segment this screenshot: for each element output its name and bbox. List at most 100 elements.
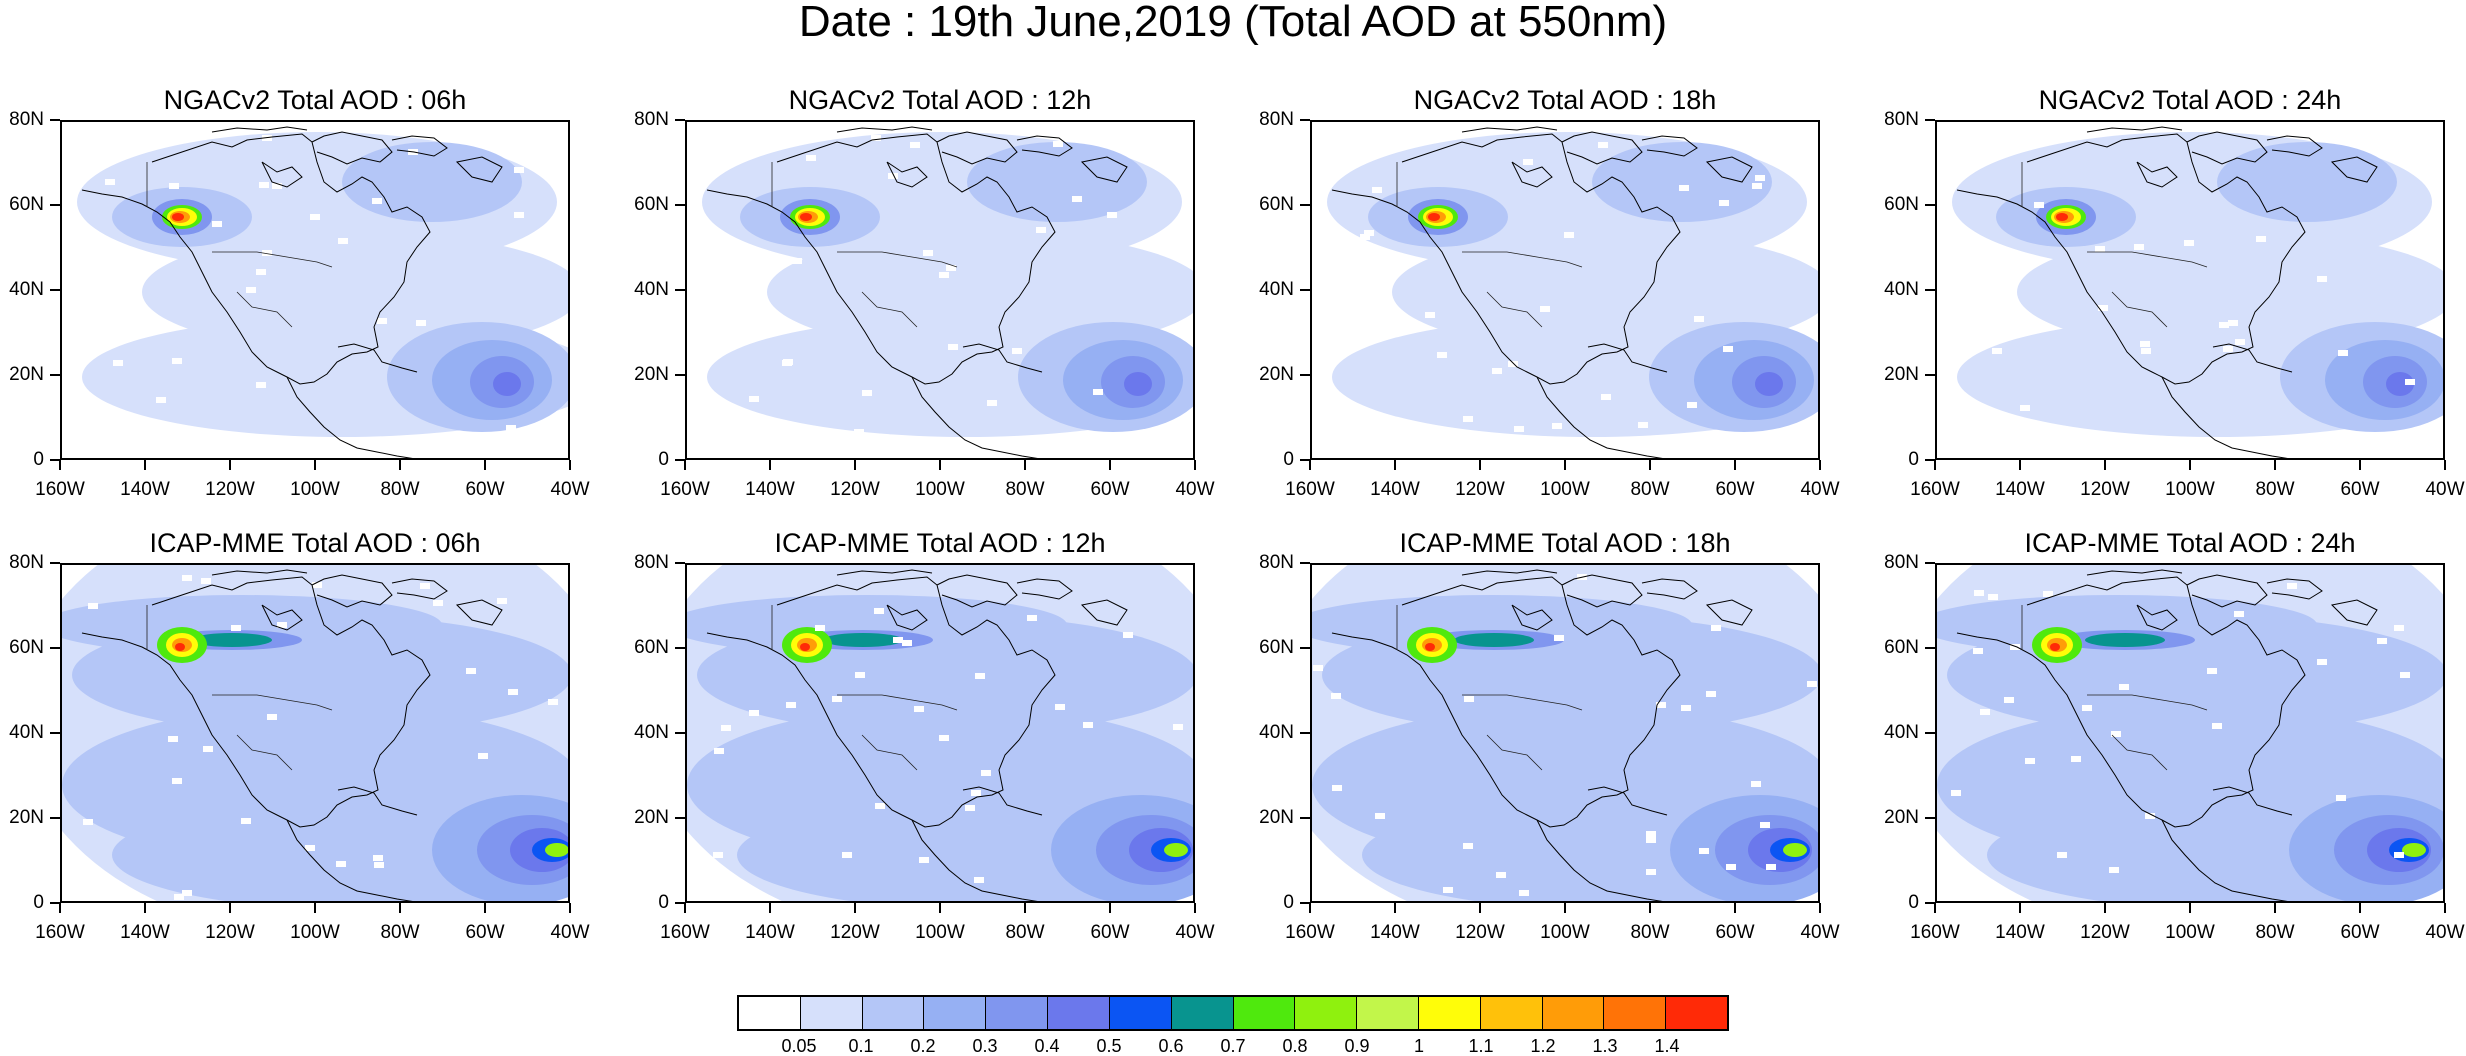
aod-low-cell	[749, 710, 759, 716]
aod-map	[685, 563, 1195, 903]
aod-low-cell	[336, 861, 346, 867]
coastline	[1641, 578, 1698, 600]
x-tick	[229, 460, 231, 470]
y-tick	[1300, 647, 1310, 649]
aod-low-cell	[2092, 443, 2102, 449]
country-border	[1462, 694, 1583, 711]
panel-title: ICAP-MME Total AOD : 24h	[2024, 528, 2356, 558]
y-tick-label: 20N	[1259, 364, 1294, 385]
aod-low-cell	[231, 625, 241, 631]
aod-low-cell	[782, 360, 792, 366]
y-tick-label: 40N	[1259, 279, 1294, 300]
aod-low-cell	[792, 258, 802, 264]
coastline	[2266, 578, 2323, 600]
y-tick-label: 60N	[634, 637, 669, 658]
x-tick	[399, 460, 401, 470]
colorbar-swatch	[1295, 997, 1358, 1029]
aod-low-cell	[2082, 705, 2092, 711]
colorbar-swatch	[1604, 997, 1667, 1029]
y-tick-label: 80N	[9, 109, 44, 130]
aod-low-cell	[923, 250, 933, 256]
aod-low-cell	[1173, 724, 1183, 730]
x-tick-label: 60W	[465, 922, 505, 943]
aod-low-cell	[1463, 843, 1473, 849]
x-tick-label: 100W	[915, 922, 965, 943]
aod-low-cell	[1711, 625, 1721, 631]
colorbar-label: 0.5	[1096, 1036, 1122, 1056]
y-tick	[50, 562, 60, 564]
aod-low-cell	[1751, 781, 1761, 787]
x-tick	[144, 903, 146, 913]
x-tick-label: 120W	[830, 479, 880, 500]
colorbar-label: 1.2	[1530, 1036, 1556, 1056]
aod-low-cell	[691, 275, 701, 281]
aod-map	[60, 120, 570, 460]
colorbar-label: 0.1	[848, 1036, 874, 1056]
aod-contour-region	[800, 213, 812, 221]
aod-low-cell	[842, 852, 852, 858]
y-tick	[50, 732, 60, 734]
coastline	[286, 376, 413, 458]
x-tick-label: 160W	[660, 922, 710, 943]
map-panel: NGACv2 Total AOD : 18h 80N 60N 40N 20N 0 160W 1…	[1250, 80, 1839, 550]
coastline	[1956, 133, 2306, 385]
aod-low-cell	[2109, 867, 2119, 873]
y-tick	[1300, 817, 1310, 819]
x-tick	[144, 460, 146, 470]
x-tick	[569, 460, 571, 470]
aod-low-cell	[1107, 212, 1117, 218]
panel-title: ICAP-MME Total AOD : 06h	[149, 528, 481, 558]
aod-low-cell	[914, 706, 924, 712]
aod-low-cell	[875, 803, 885, 809]
coastline	[1331, 576, 1681, 828]
x-tick-label: 160W	[1910, 479, 1960, 500]
x-tick-label: 40W	[1175, 922, 1215, 943]
colorbar-label: 1.1	[1468, 1036, 1494, 1056]
aod-low-cell	[2043, 591, 2053, 597]
colorbar-swatch	[800, 997, 863, 1029]
aod-low-cell	[2119, 684, 2129, 690]
colorbar-swatch	[1418, 997, 1481, 1029]
y-tick	[1925, 902, 1935, 904]
y-tick-label: 20N	[1884, 364, 1919, 385]
aod-low-cell	[466, 668, 476, 674]
y-tick-label: 40N	[634, 279, 669, 300]
x-tick-label: 140W	[745, 479, 795, 500]
aod-low-cell	[1992, 348, 2002, 354]
x-tick-label: 80W	[380, 922, 420, 943]
x-tick	[1649, 903, 1651, 913]
x-tick	[2189, 903, 2191, 913]
aod-low-cell	[948, 344, 958, 350]
x-tick	[1734, 903, 1736, 913]
colorbar	[737, 995, 1729, 1031]
aod-low-cell	[212, 221, 222, 227]
x-tick	[1024, 903, 1026, 913]
aod-low-cell	[113, 360, 123, 366]
aod-low-cell	[105, 179, 115, 185]
x-tick	[939, 903, 941, 913]
coastline	[836, 126, 933, 133]
x-tick-label: 160W	[1285, 922, 1335, 943]
aod-low-cell	[1540, 306, 1550, 312]
aod-low-cell	[946, 265, 956, 271]
aod-contour-region	[1312, 595, 1692, 655]
coastline	[911, 376, 1038, 458]
x-tick-label: 40W	[1800, 922, 1840, 943]
aod-low-cell	[1093, 389, 1103, 395]
x-tick-label: 100W	[2165, 479, 2215, 500]
aod-field-svg	[1322, 126, 1818, 458]
aod-low-cell	[2095, 246, 2105, 252]
aod-low-cell	[506, 425, 516, 431]
x-tick-label: 60W	[2340, 922, 2380, 943]
y-tick	[1300, 289, 1310, 291]
y-tick-label: 60N	[1259, 194, 1294, 215]
coastline	[1705, 599, 1753, 626]
aod-low-cell	[2235, 339, 2245, 345]
map-panel: ICAP-MME Total AOD : 06h 80N 60N 40N 20N 0 160…	[0, 523, 589, 993]
y-tick-label: 0	[658, 892, 669, 913]
aod-low-cell	[1973, 648, 1983, 654]
country-border	[2111, 291, 2168, 328]
aod-contour-region	[2402, 843, 2426, 857]
aod-low-cell	[310, 214, 320, 220]
y-tick	[50, 374, 60, 376]
